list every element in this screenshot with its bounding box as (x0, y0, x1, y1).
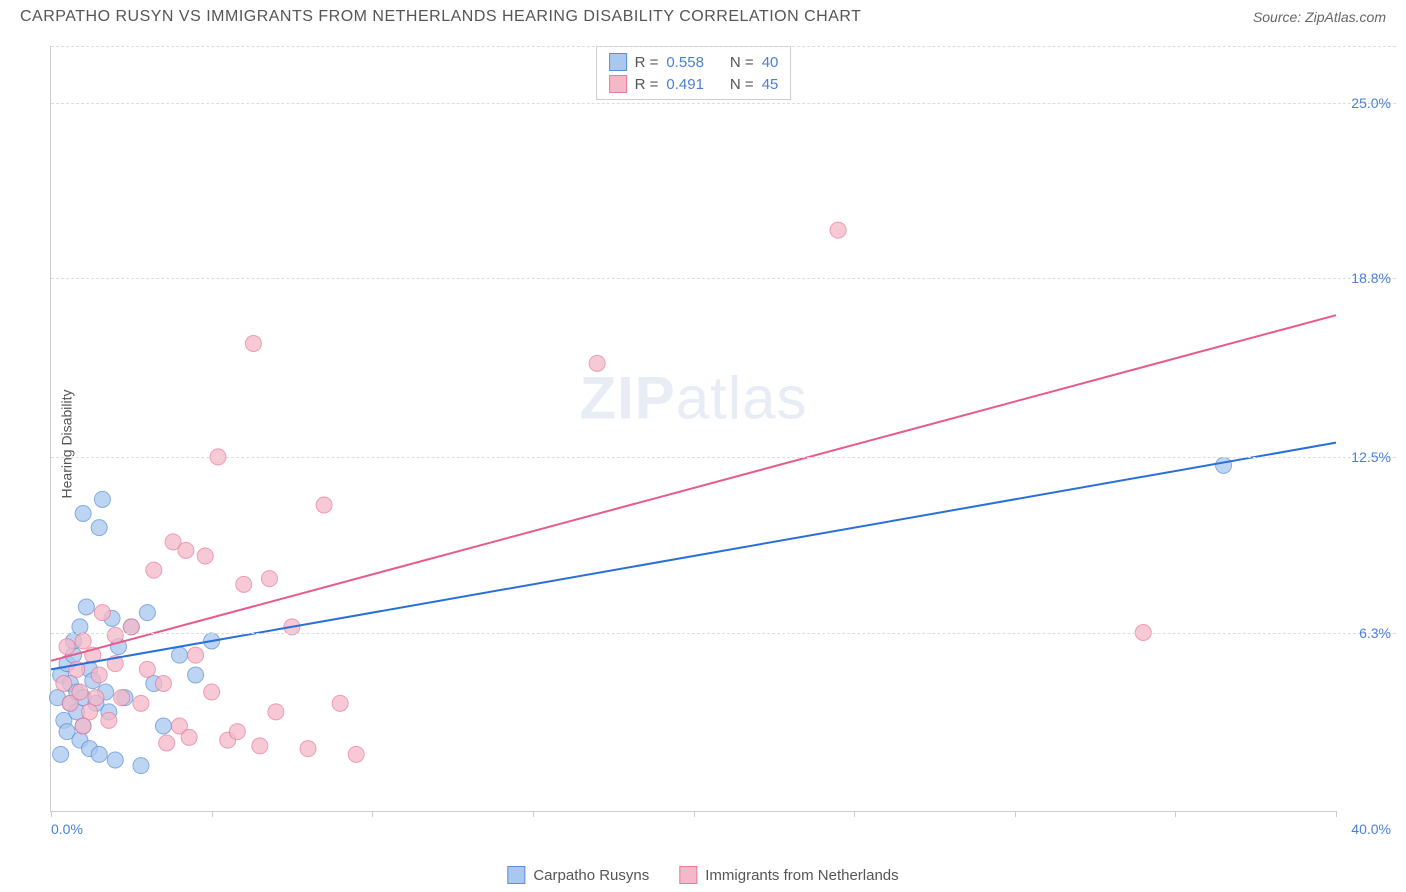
stats-row: R = 0.558 N = 40 (609, 51, 779, 73)
data-point (88, 690, 104, 706)
data-point (268, 704, 284, 720)
stats-legend-box: R = 0.558 N = 40 R = 0.491 N = 45 (596, 46, 792, 100)
data-point (114, 690, 130, 706)
data-point (252, 738, 268, 754)
x-axis-min-label: 0.0% (51, 821, 83, 837)
data-point (188, 647, 204, 663)
legend-item: Carpatho Rusyns (507, 866, 649, 884)
data-point (107, 752, 123, 768)
data-point (830, 222, 846, 238)
gridline (51, 103, 1396, 104)
gridline (51, 278, 1396, 279)
series-swatch (507, 866, 525, 884)
data-point (155, 676, 171, 692)
y-tick-label: 6.3% (1359, 625, 1391, 641)
chart-title: CARPATHO RUSYN VS IMMIGRANTS FROM NETHER… (20, 8, 861, 26)
legend-label: Immigrants from Netherlands (705, 867, 898, 884)
x-axis-max-label: 40.0% (1351, 821, 1391, 837)
series-swatch (609, 75, 627, 93)
legend-item: Immigrants from Netherlands (679, 866, 898, 884)
data-point (91, 746, 107, 762)
data-point (178, 542, 194, 558)
gridline (51, 633, 1396, 634)
data-point (139, 661, 155, 677)
data-point (72, 684, 88, 700)
data-point (56, 676, 72, 692)
data-point (181, 729, 197, 745)
data-point (332, 695, 348, 711)
data-point (78, 599, 94, 615)
chart-container: Hearing Disability ZIPatlas R = 0.558 N … (50, 46, 1396, 842)
data-point (204, 684, 220, 700)
data-point (107, 627, 123, 643)
data-point (59, 639, 75, 655)
data-point (245, 336, 261, 352)
stats-row: R = 0.491 N = 45 (609, 73, 779, 95)
data-point (300, 741, 316, 757)
data-point (75, 633, 91, 649)
data-point (133, 758, 149, 774)
gridline (51, 457, 1396, 458)
data-point (348, 746, 364, 762)
data-point (188, 667, 204, 683)
series-legend: Carpatho Rusyns Immigrants from Netherla… (507, 866, 898, 884)
y-tick-label: 25.0% (1351, 95, 1391, 111)
data-point (94, 605, 110, 621)
series-swatch (679, 866, 697, 884)
data-point (139, 605, 155, 621)
plot-area: ZIPatlas R = 0.558 N = 40 R = 0.491 N = … (50, 46, 1336, 812)
data-point (261, 571, 277, 587)
data-point (589, 355, 605, 371)
data-point (133, 695, 149, 711)
data-point (91, 667, 107, 683)
data-point (159, 735, 175, 751)
legend-label: Carpatho Rusyns (533, 867, 649, 884)
data-point (146, 562, 162, 578)
data-point (197, 548, 213, 564)
data-point (53, 746, 69, 762)
trend-line (51, 315, 1336, 661)
data-point (155, 718, 171, 734)
data-point (229, 724, 245, 740)
series-swatch (609, 53, 627, 71)
data-point (1216, 457, 1232, 473)
data-point (82, 704, 98, 720)
scatter-plot (51, 46, 1336, 811)
data-point (316, 497, 332, 513)
data-point (236, 576, 252, 592)
data-point (75, 718, 91, 734)
y-tick-label: 18.8% (1351, 270, 1391, 286)
data-point (91, 520, 107, 536)
data-point (94, 491, 110, 507)
data-point (101, 712, 117, 728)
data-point (172, 647, 188, 663)
data-point (75, 506, 91, 522)
source-attribution: Source: ZipAtlas.com (1253, 9, 1386, 25)
y-tick-label: 12.5% (1351, 449, 1391, 465)
